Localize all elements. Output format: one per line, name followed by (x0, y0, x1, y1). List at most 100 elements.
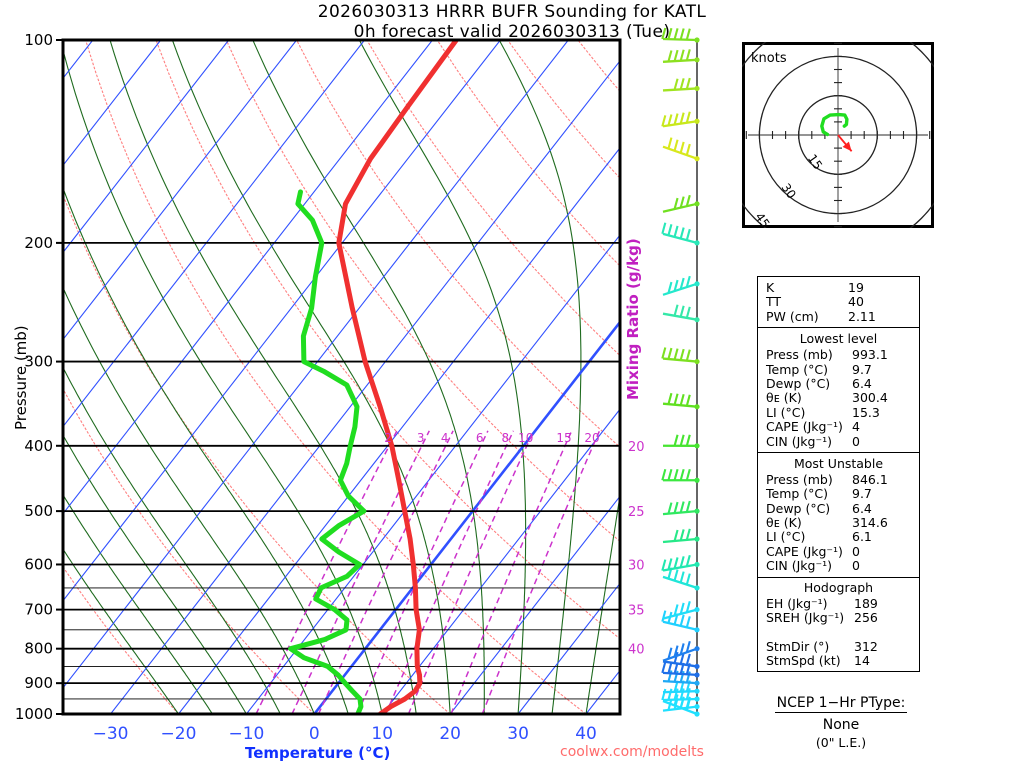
stat-value: 189 (854, 595, 878, 611)
pressure-tick-label: 200 (24, 234, 53, 252)
stat-label (766, 625, 854, 639)
ptype-footer: NCEP 1−Hr PType: None (0" L.E.) (742, 692, 940, 750)
wind-barb (661, 222, 700, 246)
stat-label: CAPE (Jkg⁻¹) (766, 419, 843, 435)
wind-barb (662, 567, 700, 591)
temperature-tick-label: 30 (507, 724, 529, 744)
stat-value: 312 (854, 638, 878, 654)
stat-value: 15.3 (852, 404, 880, 420)
mixing-ratio-label: 8 (502, 431, 510, 445)
hodograph-units-label: knots (751, 51, 787, 66)
index-row: K 19 (766, 280, 919, 295)
page-title-line1: 2026030313 HRRR BUFR Sounding for KATL (317, 2, 707, 22)
most-unstable-row: CAPE (Jkg⁻¹) 0 (766, 543, 919, 559)
storm-motion-arrowhead (842, 141, 852, 152)
pressure-axis-title: Pressure (mb) (12, 325, 30, 430)
most-unstable-row: CIN (Jkg⁻¹) 0 (766, 558, 919, 573)
wind-barb (662, 641, 700, 662)
pressure-tick-label: 100 (24, 31, 53, 49)
profile-dewpoint (288, 189, 367, 714)
profile-temperature (336, 40, 459, 714)
hodograph-stat-row (766, 625, 919, 639)
height-tick-label: 25 (628, 505, 645, 520)
stat-value: 40 (848, 294, 864, 310)
stat-value: 993.1 (852, 347, 888, 363)
lowest-level-row: θᴇ (K) 300.4 (766, 390, 919, 406)
hodograph-stat-row: StmDir (°) 312 (766, 638, 919, 654)
stat-label: PW (cm) (766, 308, 819, 324)
mixing-ratio-label: 15 (556, 431, 571, 445)
wind-barb (662, 275, 700, 296)
hodograph-stats-block: EH (Jkg⁻¹) 189 SREH (Jkg⁻¹) 256 StmDir (°) 31… (758, 595, 919, 672)
stat-value: 256 (854, 610, 878, 626)
stat-label: Temp (°C) (766, 361, 829, 377)
wind-barb (662, 670, 700, 686)
mixing-ratio-label: 2 (384, 431, 392, 445)
wind-barb (662, 304, 700, 323)
stat-label: LI (°C) (766, 404, 806, 420)
hodograph-stat-row: SREH (Jkg⁻¹) 256 (766, 610, 919, 626)
wind-barb (661, 468, 700, 483)
height-tick-label: 35 (628, 604, 645, 619)
stat-label: SREH (Jkg⁻¹) (766, 610, 845, 626)
most-unstable-row: θᴇ (K) 314.6 (766, 515, 919, 531)
hodograph-stats-title: Hodograph (803, 579, 874, 595)
stat-value: 0 (852, 543, 860, 559)
stat-label: Press (mb) (766, 471, 833, 487)
pressure-tick-label: 400 (24, 437, 53, 455)
stat-label: CIN (Jkg⁻¹) (766, 433, 832, 449)
wind-barb (662, 137, 700, 162)
stat-label: TT (766, 294, 782, 310)
temperature-tick-label: −10 (228, 724, 264, 744)
temperature-tick-label: 40 (575, 724, 597, 744)
stat-label: StmDir (°) (766, 638, 830, 654)
stat-label: Dewp (°C) (766, 375, 831, 391)
most-unstable-row: LI (°C) 6.1 (766, 530, 919, 545)
mixing-ratio-label: 4 (441, 431, 449, 445)
ptype-value: None (822, 717, 860, 733)
stat-label: θᴇ (K) (766, 390, 802, 406)
mixing-ratio-label: 3 (417, 431, 425, 445)
pressure-tick-label: 700 (24, 601, 53, 619)
wind-barb (662, 194, 700, 213)
hodograph-stat-row: StmSpd (kt) 14 (766, 653, 919, 669)
stat-label: θᴇ (K) (766, 515, 802, 531)
index-row: TT 40 (766, 294, 919, 310)
stat-label: Dewp (°C) (766, 500, 831, 516)
watermark: coolwx.com/modelts (560, 744, 704, 760)
wind-barb (662, 49, 700, 63)
stat-value (854, 625, 919, 639)
stat-label: Temp (°C) (766, 486, 829, 502)
hodograph-trace (820, 112, 849, 137)
stat-label: EH (Jkg⁻¹) (766, 595, 828, 611)
wind-barb (661, 554, 700, 572)
stat-label: CAPE (Jkg⁻¹) (766, 543, 843, 559)
stat-value: 14 (854, 653, 870, 669)
wind-barb (662, 528, 700, 544)
lowest-level-block: Press (mb) 993.1 Temp (°C) 9.7 Dewp (°C) 6.4 θ… (758, 347, 919, 452)
stat-value: 19 (848, 280, 864, 295)
temperature-tick-label: 10 (371, 724, 393, 744)
stats-panel: K 19 TT 40 PW (cm) 2.11 Lowest level Press (m… (757, 276, 920, 672)
wind-barb (661, 27, 700, 43)
pressure-tick-label: 300 (24, 353, 53, 371)
lowest-level-row: CAPE (Jkg⁻¹) 4 (766, 419, 919, 435)
lowest-level-row: LI (°C) 15.3 (766, 404, 919, 420)
temperature-axis-title: Temperature (°C) (245, 744, 391, 762)
stat-value: 314.6 (852, 515, 888, 531)
wind-barb (662, 434, 700, 449)
pressure-tick-label: 900 (24, 674, 53, 692)
lowest-level-row: CIN (Jkg⁻¹) 0 (766, 433, 919, 449)
stat-value: 9.7 (852, 361, 872, 377)
wind-barb (661, 610, 700, 633)
stat-value: 300.4 (852, 390, 888, 406)
hodograph-ring-label: 45 (752, 210, 772, 228)
page-title-line2: 0h forecast valid 2026030313 (Tue) (353, 22, 671, 42)
most-unstable-block: Press (mb) 846.1 Temp (°C) 9.7 Dewp (°C) 6.4 θ… (758, 471, 919, 577)
pressure-tick-label: 500 (24, 502, 53, 520)
ptype-header: NCEP 1−Hr PType: (774, 695, 908, 713)
pressure-tick-label: 1000 (15, 705, 53, 723)
wind-barb (662, 77, 700, 92)
